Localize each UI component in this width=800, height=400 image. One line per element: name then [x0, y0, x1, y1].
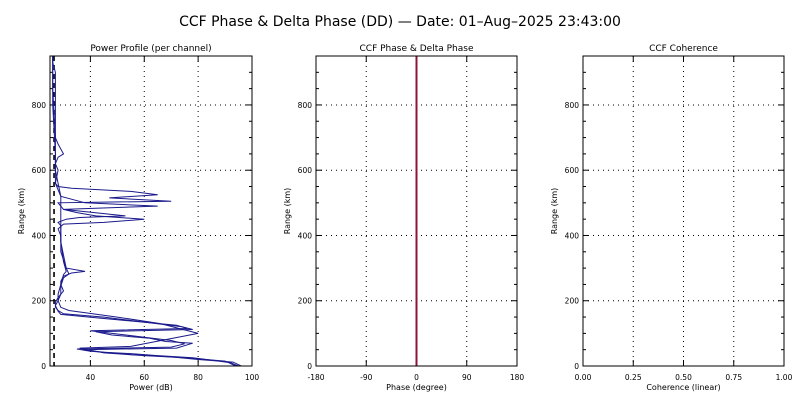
y-axis-label: Range (km) — [17, 188, 26, 235]
series-line-3 — [52, 56, 237, 366]
plot-frame — [582, 55, 785, 367]
panel-1: Power Profile (per channel) 0 200 400 600 800… — [17, 44, 259, 392]
y-tick-label: 600 — [32, 166, 47, 175]
y-tick-label: 400 — [298, 231, 313, 240]
panel-title: Power Profile (per channel) — [90, 44, 211, 54]
x-tick-label: 0.75 — [725, 373, 742, 382]
panel-3: CCF Coherence 0 200 400 600 800 0.00 0.25 0.50 0.… — [550, 44, 793, 392]
main-title: CCF Phase & Delta Phase (DD) — Date: 01–… — [179, 14, 621, 30]
x-tick-label: 0.00 — [575, 373, 592, 382]
y-tick-label: 0 — [574, 362, 579, 371]
panels: Power Profile (per channel)0200400600800… — [17, 44, 793, 392]
y-tick-label: 400 — [32, 231, 47, 240]
y-tick-label: 800 — [565, 101, 580, 110]
x-tick-label: 180 — [510, 373, 525, 382]
panel-title: CCF Coherence — [649, 44, 718, 54]
y-tick-label: 400 — [565, 231, 580, 240]
plot-frame — [315, 55, 518, 367]
panel-2: CCF Phase & Delta Phase 0 200 400 600 800 -180… — [283, 44, 524, 392]
x-tick-label: 0.25 — [625, 373, 642, 382]
x-tick-label: 100 — [245, 373, 260, 382]
y-axis-label: Range (km) — [283, 188, 292, 235]
plot-frame — [49, 55, 253, 367]
x-tick-label: 1.00 — [776, 373, 793, 382]
y-tick-label: 200 — [565, 297, 580, 306]
y-tick-label: 0 — [41, 362, 46, 371]
y-tick-label: 800 — [32, 101, 47, 110]
series-line-2 — [52, 56, 242, 366]
panel-title: CCF Phase & Delta Phase — [360, 44, 474, 54]
x-tick-label: 40 — [86, 373, 96, 382]
x-tick-label: -180 — [307, 373, 324, 382]
x-tick-label: 90 — [462, 373, 472, 382]
y-axis-label: Range (km) — [550, 188, 559, 235]
x-tick-label: -90 — [360, 373, 372, 382]
y-tick-label: 200 — [298, 297, 313, 306]
y-tick-label: 600 — [298, 166, 313, 175]
x-tick-label: 0.50 — [675, 373, 692, 382]
x-axis-label: Phase (degree) — [386, 383, 447, 392]
x-axis-label: Power (dB) — [129, 383, 173, 392]
x-tick-label: 80 — [193, 373, 203, 382]
x-axis-label: Coherence (linear) — [646, 383, 720, 392]
y-tick-label: 200 — [32, 297, 47, 306]
y-tick-label: 0 — [307, 362, 312, 371]
x-tick-label: 0 — [414, 373, 419, 382]
x-tick-label: 60 — [139, 373, 149, 382]
y-tick-label: 600 — [565, 166, 580, 175]
y-tick-label: 800 — [298, 101, 313, 110]
